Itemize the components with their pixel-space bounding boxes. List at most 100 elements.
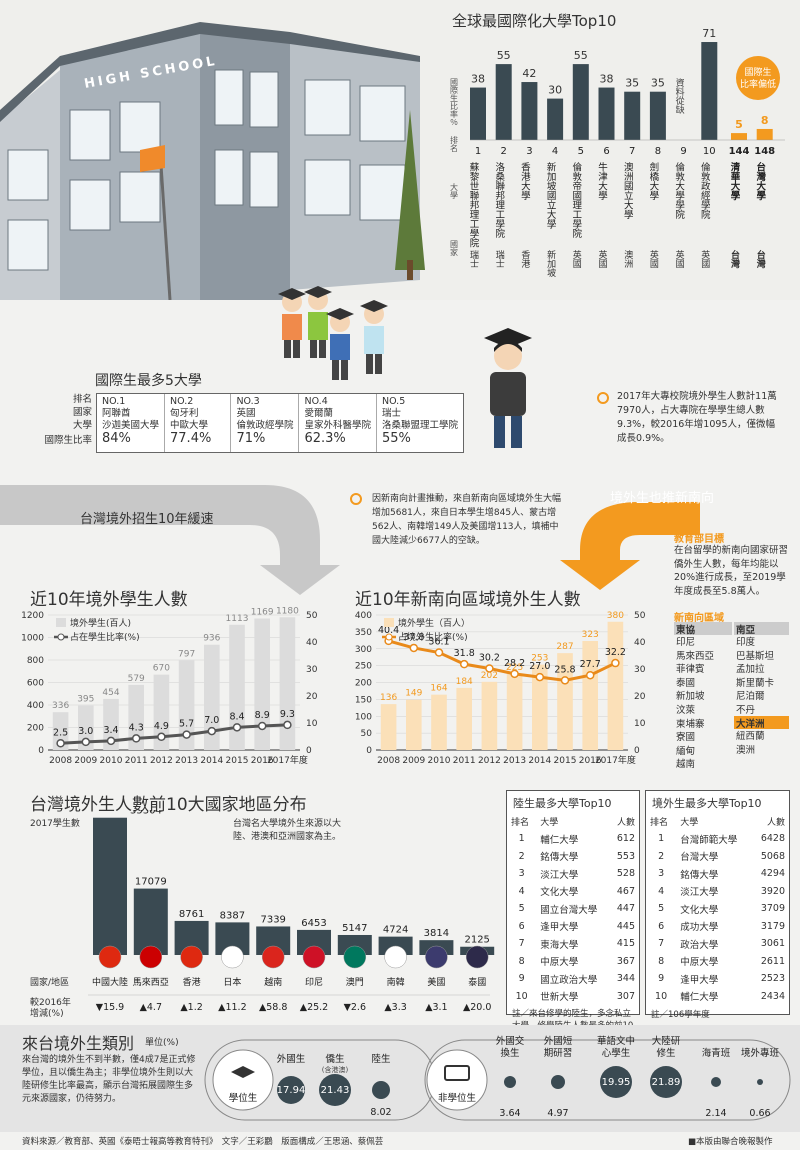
y-tick-right: 10 <box>306 719 318 729</box>
table-cell: 6 <box>658 920 665 932</box>
x-tick: 2014 <box>200 756 223 766</box>
line-value-label: 31.8 <box>454 648 475 659</box>
series-line <box>388 639 617 682</box>
bar <box>380 704 397 750</box>
x-tick: 2013 <box>503 756 526 766</box>
chart2-svg: 0 50 100 150 200 250 300 350 400 0 10 20 30 40 50 136 20… <box>355 611 646 766</box>
table-cell: 1 <box>658 833 665 845</box>
top5-label-country: 國家 <box>72 407 92 418</box>
nondegree-value: 0.66 <box>749 1108 770 1119</box>
region-title: 新南向區域 <box>674 613 724 624</box>
degree-label: 學位生 <box>229 1092 258 1104</box>
table-cell: 9 <box>658 973 665 985</box>
table-row: 10 世新大學 307 <box>507 988 639 1006</box>
types-unit: 單位(%) <box>145 1038 179 1048</box>
bar-value-label: 797 <box>178 649 195 659</box>
top10-country: 香港 <box>519 250 530 268</box>
top10-rank: 7 <box>629 146 635 157</box>
country-label: 澳門 <box>346 976 364 988</box>
legend-bar-swatch <box>56 618 66 627</box>
table-cell: 逢甲大學 <box>680 974 719 986</box>
bar-value-label: 323 <box>582 630 599 640</box>
line-value-label: 25.8 <box>554 664 575 675</box>
x-tick: 2010 <box>100 756 123 766</box>
top5-columns: NO.1 阿聯酋 沙迦美國大學 84% NO.2 匈牙利 中歐大學 77.4% NO.3 英國 倫敦… <box>96 393 464 453</box>
bar <box>531 664 548 750</box>
degree-value: 21.43 <box>321 1085 350 1096</box>
top5-uni: 洛桑聯盟理工學院 <box>381 420 458 431</box>
bar <box>178 660 195 750</box>
top10-country: 台灣 <box>729 249 740 269</box>
top5-column: NO.1 阿聯酋 沙迦美國大學 84% <box>97 394 164 452</box>
nondegree-capsule <box>424 1039 791 1121</box>
nondegree-type-label: 海青班 <box>702 1047 731 1059</box>
country-flag-icon <box>425 945 448 969</box>
table-cell: 1 <box>518 833 525 845</box>
top10-uni: 劍橋大學 <box>647 161 659 201</box>
bar <box>557 653 573 750</box>
chart3-change-rowlabel: 增減(%) <box>30 1007 64 1019</box>
bar-value-label: 136 <box>380 693 397 703</box>
country-flag-icon <box>384 945 407 969</box>
x-tick: 2016 <box>251 756 274 766</box>
table-header: 排名 <box>650 818 669 828</box>
top5-label-uni: 大學 <box>72 420 92 431</box>
types-desc: 來台灣的境外生不到半數，僅4成7是正式修學位，且以僑生為主；非學位境外生則以大陸… <box>22 1055 196 1104</box>
line-value-label: 3.0 <box>78 726 93 737</box>
country-value: 7339 <box>260 914 285 925</box>
top10-rank: 144 <box>729 146 750 157</box>
country-flag-icon <box>180 945 203 969</box>
line-value-label: 27.7 <box>580 659 601 670</box>
country-flag-icon <box>261 945 285 969</box>
footer-source: 資料來源／教育部、英國《泰晤士報高等教育特刊》 文字／王彩鸝 版面構成／王思涵、… <box>22 1137 384 1147</box>
top5-no: NO.2 <box>170 396 194 407</box>
top10-missing-label: 資料從缺 <box>674 77 685 114</box>
flow-arrows <box>0 470 700 595</box>
chart3-title: 台灣境外生人數前10大國家地區分布 <box>30 795 307 815</box>
table-row: 1 台灣師範大學 6428 <box>646 830 789 848</box>
goal-text: 在台留學的新南向國家研習僑外生人數，每年均能以20%進行成長，至2019學年度成… <box>674 545 789 597</box>
top10-value-label: 38 <box>471 73 485 86</box>
top10-country: 瑞士 <box>494 249 505 268</box>
y-tick-right: 30 <box>634 665 646 675</box>
nondegree-value: 4.97 <box>547 1108 568 1119</box>
top5-country: 英國 <box>236 408 256 419</box>
region-asean-item: 馬來西亞 <box>676 650 715 662</box>
bar <box>229 624 245 750</box>
line-point <box>81 737 91 747</box>
top10-bar <box>598 87 615 140</box>
x-tick: 2015 <box>226 756 249 766</box>
top10-bar <box>624 91 641 140</box>
y-tick-left: 800 <box>27 656 44 666</box>
table-cell: 10 <box>515 990 528 1002</box>
line-point <box>485 664 494 673</box>
arrow-right-label: 境外生也推新南向 <box>610 491 715 506</box>
region-asean-list: 印尼 馬來西亞 菲律賓 泰國 新加坡 汶萊 柬埔寨 寮國 緬甸 越南 <box>676 636 714 772</box>
bar-value-label: 287 <box>556 642 573 652</box>
table-cell: 553 <box>616 850 635 862</box>
table-cell: 4294 <box>760 868 785 880</box>
bar <box>103 698 119 750</box>
top10-rank: 4 <box>552 146 558 157</box>
y-tick-left: 250 <box>355 662 372 672</box>
table-row: 5 文化大學 3709 <box>646 900 789 918</box>
y-tick-left: 50 <box>361 729 373 739</box>
line-point <box>131 734 141 743</box>
note-2017: 2017年大專校院境外學生人數計11萬7970人，占大專院在學學生總人數9.3%… <box>617 391 777 444</box>
y-tick-left: 350 <box>355 628 372 638</box>
top10-rank: 10 <box>703 146 716 157</box>
top10-uni: 香港大學 <box>519 162 531 201</box>
top5-ratio: 62.3% <box>304 431 346 446</box>
top10-rank: 6 <box>603 146 609 157</box>
southbound-bullet-icon <box>350 493 362 505</box>
country-value: 8387 <box>220 910 245 921</box>
region-southasia-item: 巴基斯坦 <box>736 650 775 662</box>
mainland-top10-table: 陸生最多大學Top10 排名 大學 人數 1 輔仁大學 612 2 銘傳大學 553 3 淡江大學 5… <box>506 790 640 1043</box>
bar <box>52 712 69 750</box>
top5-uni: 中歐大學 <box>170 420 209 431</box>
table-cell: 3 <box>658 868 665 880</box>
x-tick: 2012 <box>478 756 501 766</box>
top10-bar <box>731 133 747 140</box>
line-point <box>434 648 444 657</box>
bar-value-label: 202 <box>481 671 498 681</box>
